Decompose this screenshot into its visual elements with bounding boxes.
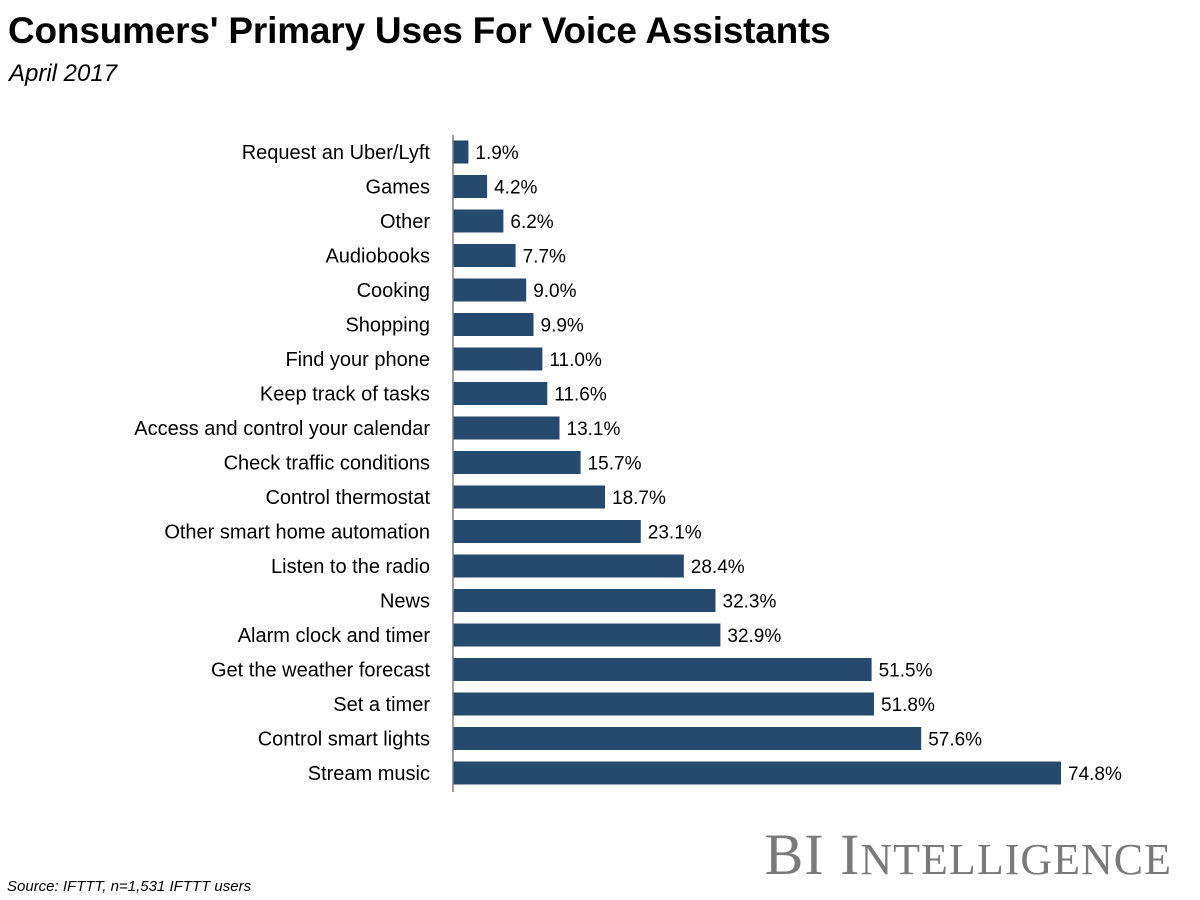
category-label: Control thermostat bbox=[265, 487, 430, 509]
value-label: 1.9% bbox=[475, 143, 518, 164]
chart-title: Consumers' Primary Uses For Voice Assist… bbox=[8, 10, 831, 51]
value-label: 13.1% bbox=[567, 419, 621, 440]
category-label: Games bbox=[366, 177, 430, 199]
value-label: 32.3% bbox=[723, 592, 777, 613]
value-label: 23.1% bbox=[648, 523, 702, 544]
value-label: 28.4% bbox=[691, 557, 745, 578]
category-label: Shopping bbox=[345, 315, 430, 337]
category-label: Check traffic conditions bbox=[224, 453, 430, 475]
category-label: Listen to the radio bbox=[271, 556, 430, 578]
category-label: Alarm clock and timer bbox=[238, 625, 431, 647]
category-label: News bbox=[380, 591, 430, 613]
category-label: Keep track of tasks bbox=[260, 384, 430, 406]
value-label: 51.5% bbox=[879, 661, 933, 682]
bar bbox=[453, 175, 488, 198]
bar bbox=[453, 658, 872, 681]
bar bbox=[453, 589, 716, 612]
value-label: 4.2% bbox=[494, 178, 537, 199]
bar bbox=[453, 244, 516, 267]
value-label: 7.7% bbox=[523, 247, 566, 268]
category-label: Other smart home automation bbox=[164, 522, 430, 544]
logo-part-initial: I bbox=[840, 822, 861, 887]
bar bbox=[453, 209, 504, 233]
value-label: 15.7% bbox=[588, 454, 642, 475]
bi-intelligence-logo: BI INTELLIGENCE bbox=[765, 826, 1172, 884]
value-label: 9.0% bbox=[533, 281, 576, 302]
category-label: Get the weather forecast bbox=[211, 660, 430, 682]
bar bbox=[453, 520, 641, 543]
category-label: Other bbox=[380, 211, 430, 233]
value-label: 18.7% bbox=[612, 488, 666, 509]
bars-group: Request an Uber/Lyft 1.9% Games 4.2% Other 6.… bbox=[134, 140, 1122, 785]
bar bbox=[453, 382, 548, 405]
category-label: Find your phone bbox=[285, 349, 430, 371]
logo-part-bi: BI bbox=[764, 822, 825, 887]
bar bbox=[453, 140, 469, 164]
value-label: 9.9% bbox=[541, 316, 584, 337]
bar bbox=[453, 347, 543, 371]
value-label: 6.2% bbox=[510, 212, 553, 233]
bar bbox=[453, 623, 721, 647]
logo-part-rest: NTELLIGENCE bbox=[860, 835, 1172, 884]
bar bbox=[453, 692, 874, 716]
value-label: 51.8% bbox=[881, 695, 935, 716]
value-label: 11.6% bbox=[554, 385, 607, 406]
value-label: 32.9% bbox=[727, 626, 781, 647]
category-label: Access and control your calendar bbox=[134, 418, 430, 440]
category-label: Set a timer bbox=[333, 694, 430, 716]
bar bbox=[453, 416, 560, 440]
bar bbox=[453, 278, 527, 302]
value-label: 74.8% bbox=[1068, 764, 1122, 785]
chart-subtitle: April 2017 bbox=[9, 60, 118, 87]
category-label: Audiobooks bbox=[325, 246, 430, 268]
category-label: Request an Uber/Lyft bbox=[242, 142, 431, 164]
category-label: Control smart lights bbox=[258, 729, 430, 751]
bar bbox=[453, 554, 684, 578]
source-note: Source: IFTTT, n=1,531 IFTTT users bbox=[7, 878, 252, 895]
bar bbox=[453, 485, 605, 509]
category-label: Cooking bbox=[357, 280, 430, 302]
category-label: Stream music bbox=[308, 763, 430, 785]
bar bbox=[453, 313, 534, 336]
value-label: 57.6% bbox=[928, 730, 982, 751]
bar bbox=[453, 761, 1061, 785]
value-label: 11.0% bbox=[549, 350, 602, 371]
bar bbox=[453, 727, 922, 750]
bar bbox=[453, 451, 581, 474]
